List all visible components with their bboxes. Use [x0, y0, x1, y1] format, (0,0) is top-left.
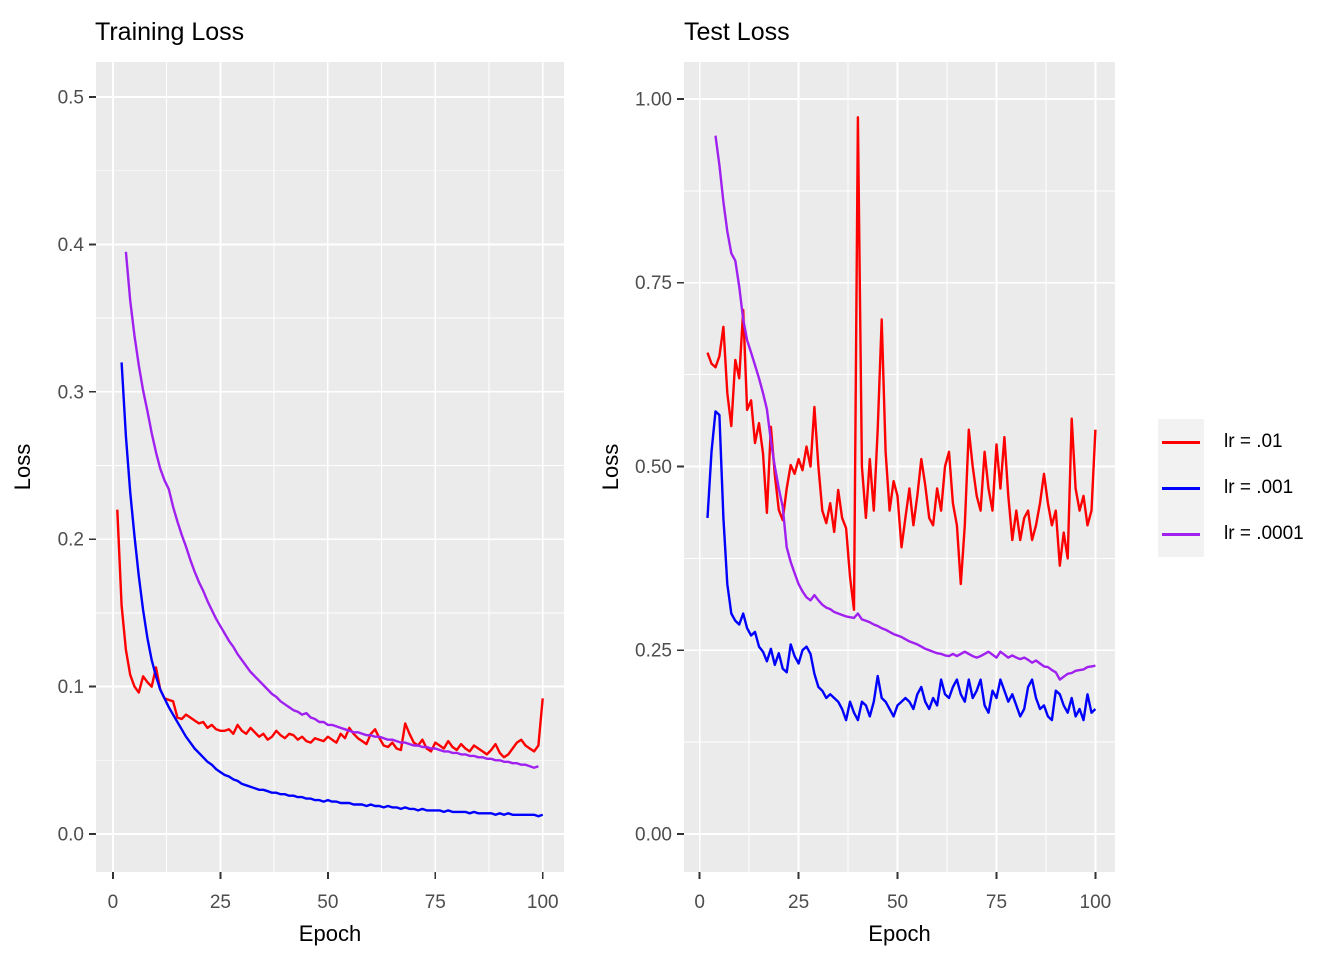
x-tick-label: 75: [425, 892, 446, 913]
y-tick-label: 0.2: [58, 530, 84, 551]
y-tick-label: 0.4: [58, 235, 85, 256]
y-tick-label: 0.75: [635, 273, 672, 294]
legend-line-red-icon: [1162, 440, 1200, 444]
legend-key: [1158, 511, 1204, 557]
x-tick-label: 25: [788, 892, 809, 913]
x-tick-label: 0: [108, 892, 119, 913]
y-tick-label: 0.1: [58, 677, 84, 698]
legend: lr = .01 lr = .001 lr = .0001: [1158, 419, 1304, 557]
x-tick-label: 100: [527, 892, 559, 913]
y-tick-label: 0.5: [58, 88, 84, 109]
y-tick-label: 0.25: [635, 641, 672, 662]
series-line-lr-01: [116, 509, 544, 759]
legend-label: lr = .01: [1224, 431, 1283, 452]
legend-item-lr-001: lr = .001: [1158, 465, 1304, 511]
legend-item-lr-01: lr = .01: [1158, 419, 1304, 465]
x-tick-label: 50: [887, 892, 908, 913]
y-tick-label: 0.00: [635, 824, 672, 845]
series-line-lr-001: [120, 362, 544, 818]
series-line-lr-0001: [714, 135, 1096, 681]
y-tick-label: 0.3: [58, 382, 84, 403]
x-tick-label: 75: [986, 892, 1007, 913]
y-tick-label: 1.00: [635, 89, 672, 110]
x-axis-title: Epoch: [868, 921, 930, 946]
x-axis-title: Epoch: [299, 921, 361, 946]
y-tick-label: 0.50: [635, 457, 672, 478]
test-loss-chart: 0 25 50 75 100 0.00 0.25 0.50 0.75 1.00 Epoch Loss T…: [600, 18, 1115, 946]
legend-key: [1158, 465, 1204, 511]
legend-label: lr = .0001: [1224, 523, 1304, 544]
training-loss-chart: 0 25 50 75 100 0.0 0.1 0.2 0.3 0.4 0.5 Epoch Loss Tra…: [10, 18, 564, 946]
y-tick-label: 0.0: [58, 824, 84, 845]
legend-line-blue-icon: [1162, 486, 1200, 490]
x-tick-label: 100: [1080, 892, 1112, 913]
chart-title: Test Loss: [684, 18, 790, 46]
legend-line-purple-icon: [1162, 532, 1200, 536]
chart-title: Training Loss: [95, 18, 244, 46]
y-axis-title: Loss: [600, 444, 623, 490]
legend-key: [1158, 419, 1204, 465]
legend-item-lr-0001: lr = .0001: [1158, 511, 1304, 557]
series-line-lr-0001: [124, 251, 539, 769]
legend-label: lr = .001: [1224, 477, 1294, 498]
x-tick-label: 0: [694, 892, 705, 913]
plot-panel: [96, 62, 564, 872]
series-line-lr-001: [706, 410, 1097, 722]
x-tick-label: 50: [317, 892, 338, 913]
x-tick-label: 25: [210, 892, 231, 913]
y-axis-title: Loss: [10, 444, 35, 490]
